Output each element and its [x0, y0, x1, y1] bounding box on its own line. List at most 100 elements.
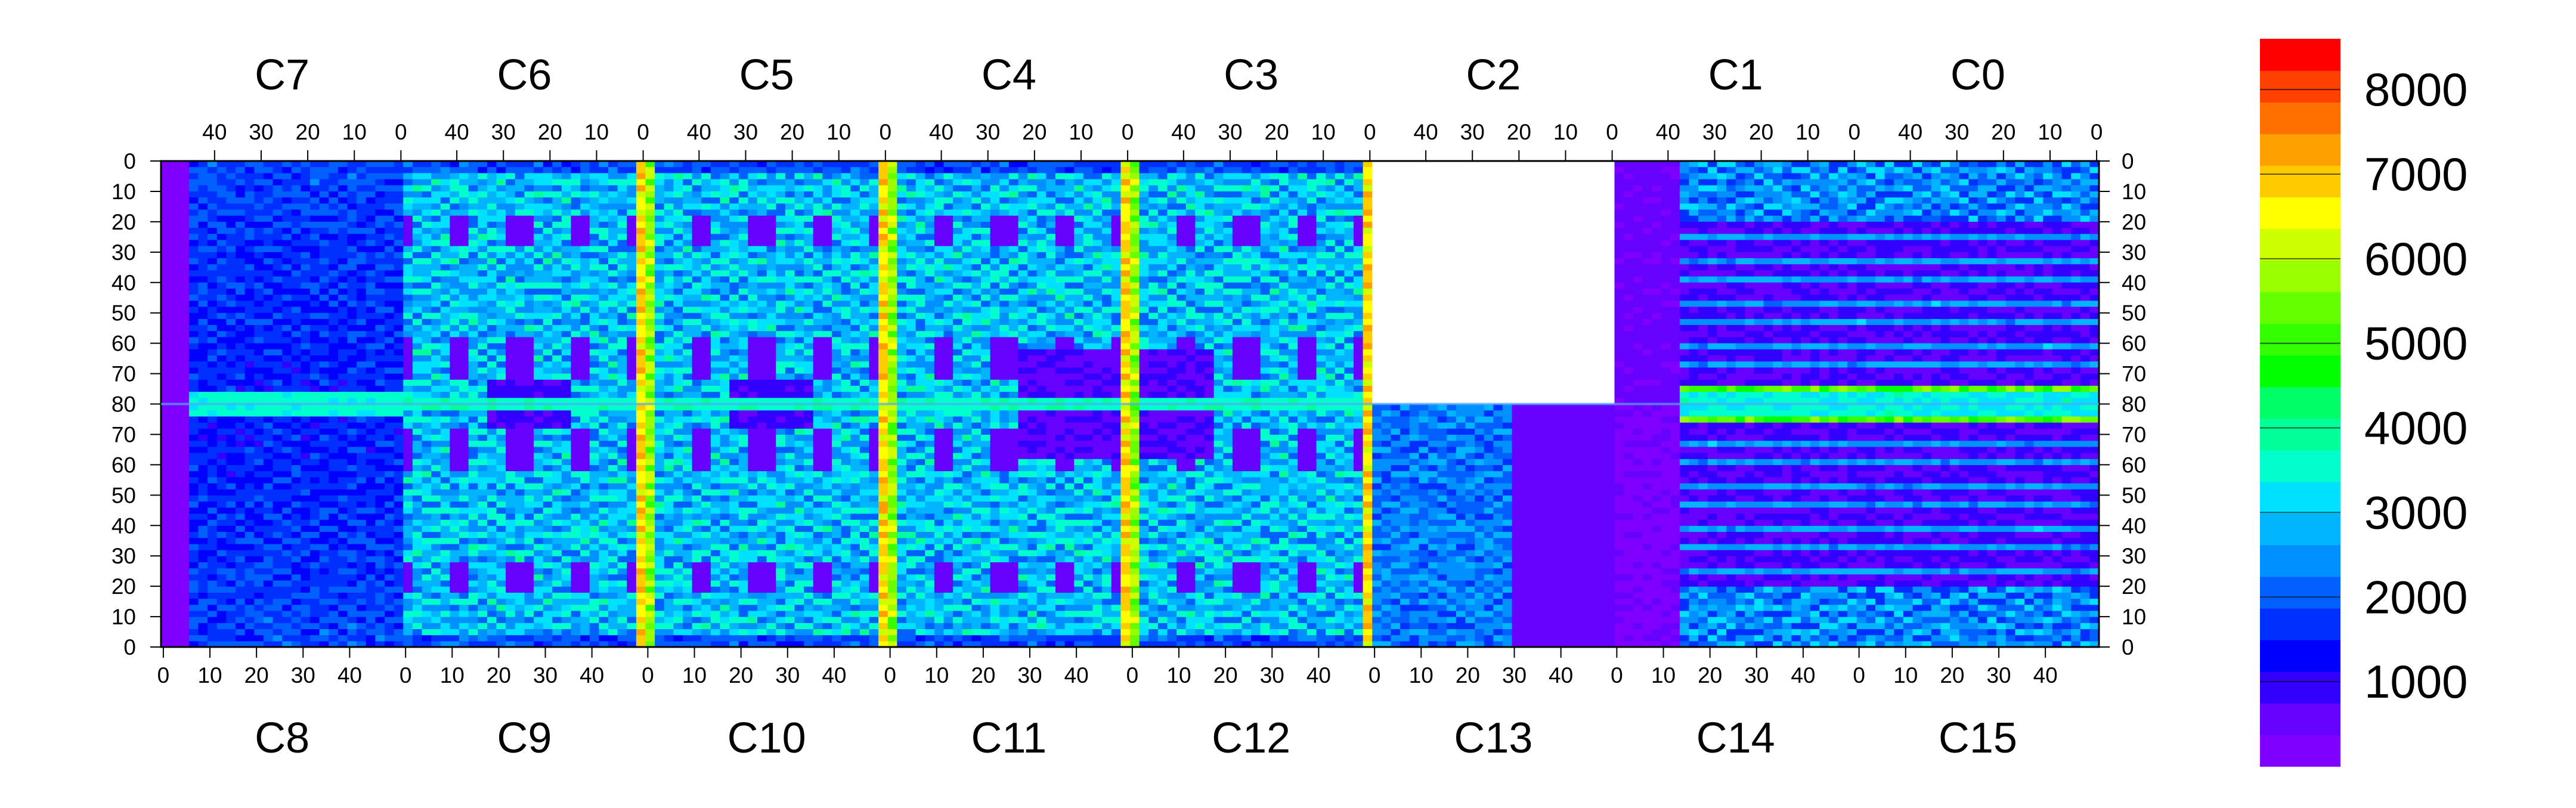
heatmap-cell	[263, 331, 274, 338]
heatmap-cell	[1018, 185, 1028, 192]
heatmap-cell	[608, 191, 618, 198]
heatmap-cell	[934, 318, 945, 326]
heatmap-cell	[1213, 209, 1224, 216]
heatmap-cell	[869, 228, 879, 234]
heatmap-cell	[1111, 392, 1121, 398]
heatmap-cell	[757, 203, 767, 210]
heatmap-cell	[1046, 173, 1056, 180]
heatmap-cell	[1027, 349, 1038, 356]
heatmap-cell	[1036, 373, 1046, 380]
heatmap-cell	[1102, 252, 1112, 259]
heatmap-cell	[589, 161, 599, 168]
heatmap-cell	[1120, 203, 1131, 210]
heatmap-cell	[301, 167, 311, 174]
heatmap-cell	[776, 258, 786, 265]
heatmap-cell	[1232, 252, 1243, 259]
heatmap-cell	[589, 349, 599, 356]
heatmap-cell	[301, 301, 311, 308]
heatmap-cell	[915, 264, 925, 271]
heatmap-cell	[1111, 288, 1121, 295]
heatmap-cell	[1157, 367, 1168, 374]
heatmap-cell	[720, 161, 730, 168]
heatmap-cell	[915, 191, 925, 198]
heatmap-cell	[971, 240, 982, 247]
heatmap-cell	[543, 179, 553, 186]
heatmap-cell	[515, 240, 525, 247]
heatmap-cell	[357, 209, 367, 216]
heatmap-cell	[1213, 203, 1224, 210]
heatmap-cell	[310, 246, 320, 253]
heatmap-cell	[832, 361, 842, 368]
heatmap-cell	[1176, 295, 1187, 301]
heatmap-cell	[1130, 282, 1140, 289]
heatmap-cell	[1036, 301, 1046, 308]
heatmap-cell	[738, 161, 748, 168]
heatmap-cell	[710, 246, 721, 253]
heatmap-cell	[608, 337, 618, 344]
heatmap-cell	[1306, 379, 1317, 386]
heatmap-cell	[440, 367, 450, 374]
heatmap-cell	[1288, 270, 1298, 277]
heatmap-cell	[534, 312, 544, 320]
heatmap-cell	[599, 215, 609, 222]
heatmap-cell	[859, 221, 870, 228]
heatmap-cell	[990, 240, 1000, 247]
heatmap-cell	[953, 276, 963, 283]
heatmap-cell	[161, 398, 171, 405]
heatmap-cell	[208, 258, 218, 265]
heatmap-cell	[636, 252, 646, 259]
heatmap-cell	[561, 392, 572, 398]
heatmap-cell	[655, 337, 665, 344]
heatmap-cell	[1148, 361, 1159, 368]
heatmap-cell	[1027, 234, 1038, 241]
heatmap-cell	[1018, 234, 1028, 241]
heatmap-cell	[887, 379, 897, 386]
heatmap-cell	[664, 173, 674, 180]
heatmap-cell	[841, 246, 851, 253]
heatmap-cell	[1223, 179, 1233, 186]
heatmap-cell	[571, 264, 581, 271]
heatmap-cell	[236, 167, 246, 174]
heatmap-cell	[543, 373, 553, 380]
heatmap-cell	[850, 264, 860, 271]
heatmap-cell	[757, 209, 767, 216]
heatmap-cell	[515, 337, 525, 344]
heatmap-cell	[552, 318, 562, 326]
heatmap-cell	[543, 282, 553, 289]
heatmap-cell	[561, 307, 572, 314]
heatmap-cell	[617, 228, 627, 234]
heatmap-cell	[263, 276, 274, 283]
heatmap-cell	[1139, 221, 1149, 228]
heatmap-cell	[1102, 234, 1112, 241]
heatmap-cell	[329, 318, 339, 326]
heatmap-cell	[188, 215, 199, 222]
heatmap-cell	[366, 209, 376, 216]
heatmap-cell	[692, 161, 702, 168]
heatmap-cell	[897, 185, 907, 192]
heatmap-cell	[692, 258, 702, 265]
heatmap-cell	[496, 191, 506, 198]
heatmap-cell	[673, 264, 683, 271]
heatmap-cell	[1241, 318, 1252, 326]
heatmap-cell	[804, 215, 814, 222]
heatmap-cell	[236, 276, 246, 283]
heatmap-cell	[179, 167, 190, 174]
heatmap-cell	[347, 337, 357, 344]
heatmap-cell	[216, 325, 227, 332]
heatmap-cell	[273, 167, 283, 174]
heatmap-cell	[552, 331, 562, 338]
heatmap-cell	[878, 398, 888, 405]
heatmap-cell	[1083, 221, 1094, 228]
heatmap-cell	[357, 167, 367, 174]
heatmap-cell	[1270, 264, 1280, 271]
heatmap-cell	[1157, 337, 1168, 344]
heatmap-cell	[394, 379, 404, 386]
heatmap-cell	[710, 276, 721, 283]
heatmap-cell	[188, 264, 199, 271]
heatmap-cell	[385, 325, 395, 332]
heatmap-cell	[543, 325, 553, 332]
heatmap-cell	[1083, 197, 1094, 204]
heatmap-cell	[999, 331, 1010, 338]
heatmap-cell	[506, 246, 516, 253]
heatmap-cell	[748, 367, 758, 374]
